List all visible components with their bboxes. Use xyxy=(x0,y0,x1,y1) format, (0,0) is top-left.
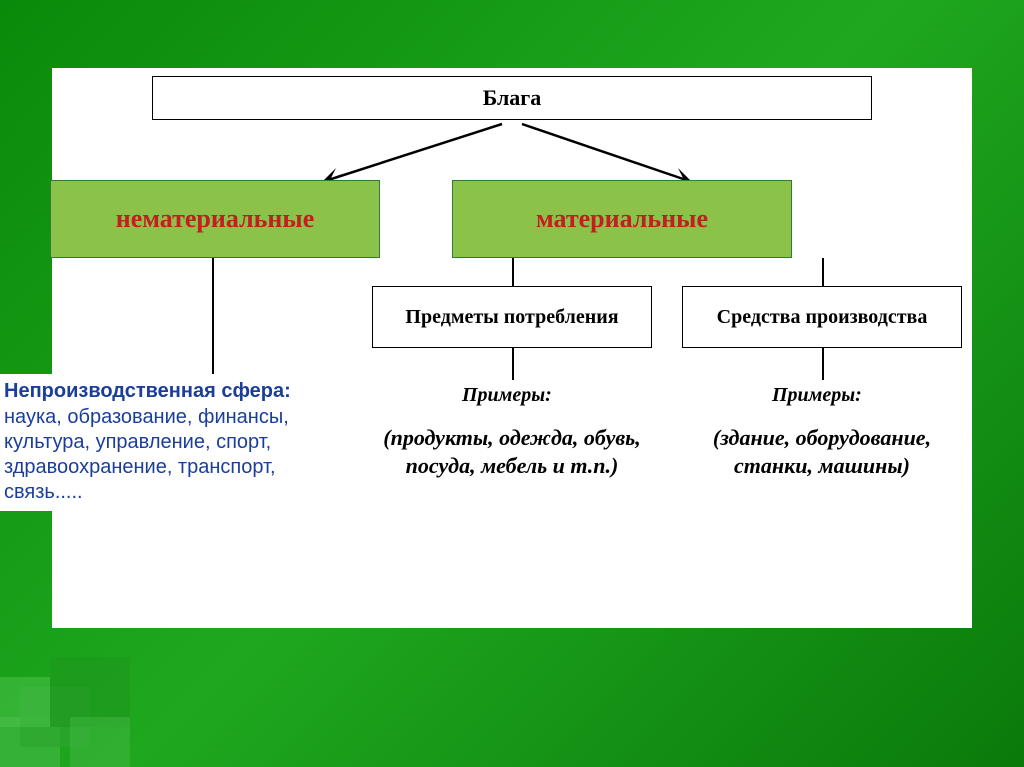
branch-material: материальные xyxy=(452,180,792,258)
branch-nematerial-label: нематериальные xyxy=(116,204,315,234)
content-panel: Блага нематериальные материальные Предме… xyxy=(52,68,972,628)
root-node: Блага xyxy=(152,76,872,120)
connector-sub-1 xyxy=(512,348,514,380)
examples-body-2: (здание, оборудование, станки, машины) xyxy=(692,424,952,479)
examples-label-1: Примеры: xyxy=(462,384,552,407)
connector-left xyxy=(212,258,214,378)
branch-nematerial: нематериальные xyxy=(50,180,380,258)
root-label: Блага xyxy=(483,85,542,111)
subnode-consumption-label: Предметы потребления xyxy=(405,305,618,329)
subnode-production: Средства производства xyxy=(682,286,962,348)
connector-right-2 xyxy=(822,258,824,286)
subnode-consumption: Предметы потребления xyxy=(372,286,652,348)
split-arrows xyxy=(252,120,772,188)
examples-body-1: (продукты, одежда, обувь, посуда, мебель… xyxy=(362,424,662,479)
subnode-production-label: Средства производства xyxy=(717,305,928,329)
branch-material-label: материальные xyxy=(536,204,708,234)
sphere-body: наука, образование, финансы, культура, у… xyxy=(4,405,346,505)
sphere-title: Непроизводственная сфера: xyxy=(4,380,346,403)
connector-sub-2 xyxy=(822,348,824,380)
sphere-box: Непроизводственная сфера: наука, образов… xyxy=(0,374,350,511)
examples-label-2: Примеры: xyxy=(772,384,862,407)
connector-right-1 xyxy=(512,258,514,286)
